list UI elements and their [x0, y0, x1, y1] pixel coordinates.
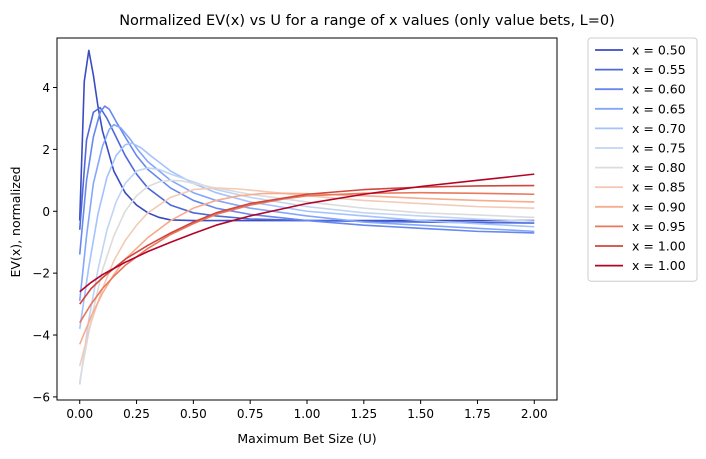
legend-label: x = 0.65: [632, 101, 686, 116]
y-tick-label: −6: [32, 390, 50, 404]
legend-label: x = 0.80: [632, 160, 686, 175]
legend-label: x = 1.00: [632, 258, 686, 273]
y-tick-label: −2: [32, 267, 50, 281]
chart-title: Normalized EV(x) vs U for a range of x v…: [119, 13, 615, 29]
series-line-4: [78, 142, 535, 329]
plot-lines: [78, 49, 535, 385]
x-tick-label: 2.00: [521, 407, 548, 421]
y-tick-label: 4: [42, 81, 50, 95]
legend-label: x = 0.55: [632, 62, 686, 77]
legend-label: x = 1.00: [632, 239, 686, 254]
series-line-2: [78, 105, 535, 255]
series-line-3: [78, 123, 535, 302]
series-line-10: [79, 184, 535, 305]
x-tick-label: 0.00: [66, 407, 93, 421]
legend-label: x = 0.60: [632, 82, 686, 97]
x-axis-label: Maximum Bet Size (U): [237, 431, 376, 446]
x-tick-label: 1.50: [407, 407, 434, 421]
series-line-9: [79, 191, 535, 324]
x-axis-ticks: 0.00 0.25 0.50 0.75 1.00 1.25 1.50 1.75 2.00: [66, 400, 548, 421]
series-line-11: [79, 173, 535, 293]
series-line-1: [78, 106, 535, 230]
plot-frame: [56, 37, 558, 401]
x-tick-label: 1.00: [294, 407, 321, 421]
x-tick-label: 1.25: [350, 407, 377, 421]
legend: x = 0.50 x = 0.55 x = 0.60 x = 0.65 x = 0.70…: [587, 37, 698, 282]
legend-label: x = 0.85: [632, 180, 686, 195]
x-tick-label: 1.75: [464, 407, 491, 421]
legend-box: [587, 37, 698, 282]
y-tick-label: 2: [42, 143, 50, 157]
series-line-6: [78, 179, 535, 382]
y-tick-label: −4: [32, 329, 50, 343]
y-axis-label: EV(x), normalized: [8, 166, 23, 277]
legend-label: x = 0.75: [632, 141, 686, 156]
legend-label: x = 0.90: [632, 199, 686, 214]
y-tick-label: 0: [42, 205, 50, 219]
series-line-0: [78, 49, 535, 222]
x-tick-label: 0.25: [123, 407, 150, 421]
series-line-5: [78, 167, 535, 385]
y-axis-ticks: −6 −4 −2 0 2 4: [32, 81, 57, 404]
x-tick-label: 0.50: [180, 407, 207, 421]
legend-label: x = 0.50: [632, 43, 686, 58]
legend-label: x = 0.70: [632, 121, 686, 136]
x-tick-label: 0.75: [237, 407, 264, 421]
legend-label: x = 0.95: [632, 219, 686, 234]
